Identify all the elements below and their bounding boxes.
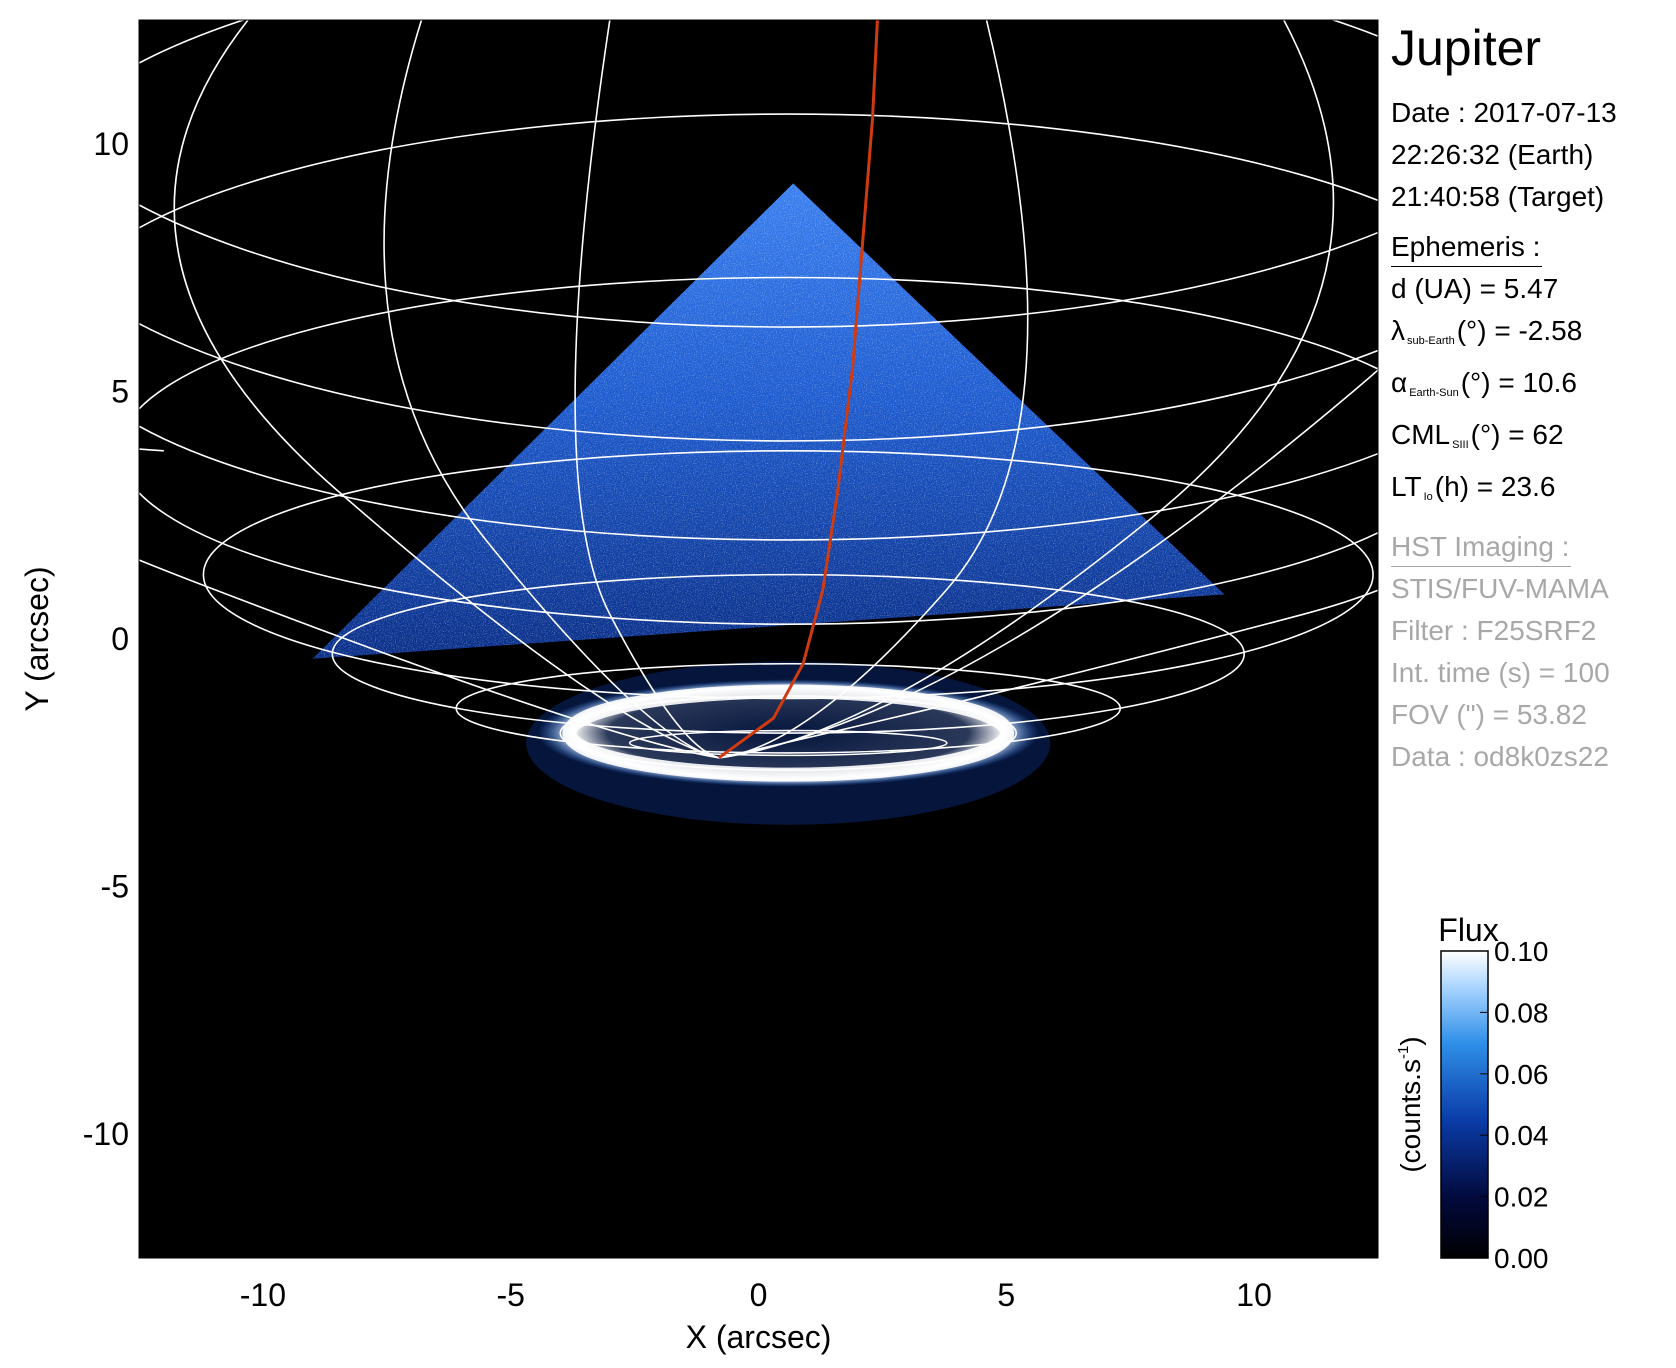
meridian-line (718, 20, 1029, 759)
data-id: Data : od8k0zs22 (1391, 741, 1609, 772)
alpha-value: (°) = 10.6 (1460, 367, 1577, 398)
colorbar-tick-label: 0.10 (1494, 936, 1549, 967)
latitude-circle (559, 695, 1018, 772)
colorbar-tick-label: 0.08 (1494, 997, 1549, 1028)
colorbar-gradient (1440, 950, 1489, 1259)
trajectory-line (718, 20, 879, 760)
colorbar-tick-label: 0.06 (1494, 1059, 1549, 1090)
lambda-symbol: λ (1391, 315, 1405, 346)
meridian-line (574, 20, 720, 759)
x-tick-label: -10 (240, 1277, 286, 1313)
alpha-sub: Earth-Sun (1409, 387, 1459, 399)
instrument: STIS/FUV-MAMA (1391, 573, 1609, 604)
meridian-line (718, 20, 1335, 759)
latitude-circle (139, 113, 1378, 541)
colorbar-tick-label: 0.02 (1494, 1182, 1549, 1213)
y-tick-label: -5 (101, 869, 129, 905)
eph-lt: LT Io(h) = 23.6 (1391, 466, 1671, 518)
date-line: Date : 2017-07-13 (1391, 97, 1617, 128)
cml-sub: SIII (1452, 439, 1469, 451)
fov-noise (312, 183, 1225, 659)
colorbar-label: (counts.s-1) (1395, 1036, 1426, 1172)
eph-lambda: λ sub-Earth(°) = -2.58 (1391, 310, 1671, 362)
lt-sub: Io (1423, 491, 1433, 503)
io-footprint-path (718, 20, 879, 760)
integration-time: Int. time (s) = 100 (1391, 657, 1610, 688)
latitude-circle (628, 729, 948, 757)
meridian-line (718, 368, 1378, 759)
meridian-line (383, 20, 720, 759)
y-tick-label: -10 (83, 1116, 129, 1152)
meridian-line (139, 448, 720, 759)
hst-header: HST Imaging : (1391, 528, 1572, 567)
field-of-view: FOV (") = 53.82 (1391, 699, 1587, 730)
latitude-circle (139, 276, 1378, 625)
y-tick-label: 0 (111, 621, 129, 657)
cml-symbol: CML (1391, 419, 1451, 450)
lambda-value: (°) = -2.58 (1456, 315, 1583, 346)
x-tick-label: 10 (1236, 1277, 1272, 1313)
meridian-line (718, 589, 1378, 759)
colorbar-label-main: (counts.s (1395, 1059, 1426, 1173)
y-tick-label: 10 (93, 126, 129, 162)
cml-value: (°) = 62 (1470, 419, 1564, 450)
latitude-circle (139, 20, 1378, 442)
colorbar-label-sup: -1 (1395, 1046, 1412, 1059)
y-tick-label: 5 (111, 373, 129, 409)
planet-grid (139, 20, 1378, 772)
x-tick-label: 5 (997, 1277, 1015, 1313)
lt-value: (h) = 23.6 (1434, 471, 1556, 502)
meridian-line (173, 20, 720, 759)
ephemeris-header: Ephemeris : (1391, 228, 1543, 267)
eph-cml: CML SIII(°) = 62 (1391, 414, 1671, 466)
colorbar-label-end: ) (1395, 1036, 1426, 1045)
colorbar-tick-label: 0.00 (1494, 1243, 1549, 1274)
alpha-symbol: α (1391, 367, 1408, 398)
latitude-circle (202, 450, 1374, 700)
eph-distance: d (UA) = 5.47 (1391, 273, 1559, 304)
x-axis-label: X (arcsec) (686, 1319, 832, 1355)
axes: -10 -5 0 5 10 10 5 0 -5 -10 X (arcsec) Y (arcsec) (19, 126, 1272, 1355)
colorbar-title: Flux (1438, 912, 1498, 948)
latitude-circle (139, 203, 1378, 328)
target-time: 21:40:58 (Target) (1391, 181, 1605, 212)
colorbar-tick-label: 0.04 (1494, 1120, 1549, 1151)
plot-area (139, 20, 1378, 1258)
x-tick-label: -5 (496, 1277, 524, 1313)
eph-alpha: α Earth-Sun(°) = 10.6 (1391, 362, 1671, 414)
filter: Filter : F25SRF2 (1391, 615, 1597, 646)
lambda-sub: sub-Earth (1407, 335, 1455, 347)
colorbar: 0.10 0.08 0.06 0.04 0.02 0.00 Flux (counts.s-1) (1395, 912, 1549, 1274)
planet-title: Jupiter (1391, 20, 1542, 76)
y-axis-label: Y (arcsec) (19, 566, 55, 711)
lt-symbol: LT (1391, 471, 1422, 502)
earth-time: 22:26:32 (Earth) (1391, 139, 1594, 170)
info-panel: Jupiter Date : 2017-07-13 22:26:32 (Eart… (1391, 18, 1671, 778)
x-tick-label: 0 (750, 1277, 768, 1313)
